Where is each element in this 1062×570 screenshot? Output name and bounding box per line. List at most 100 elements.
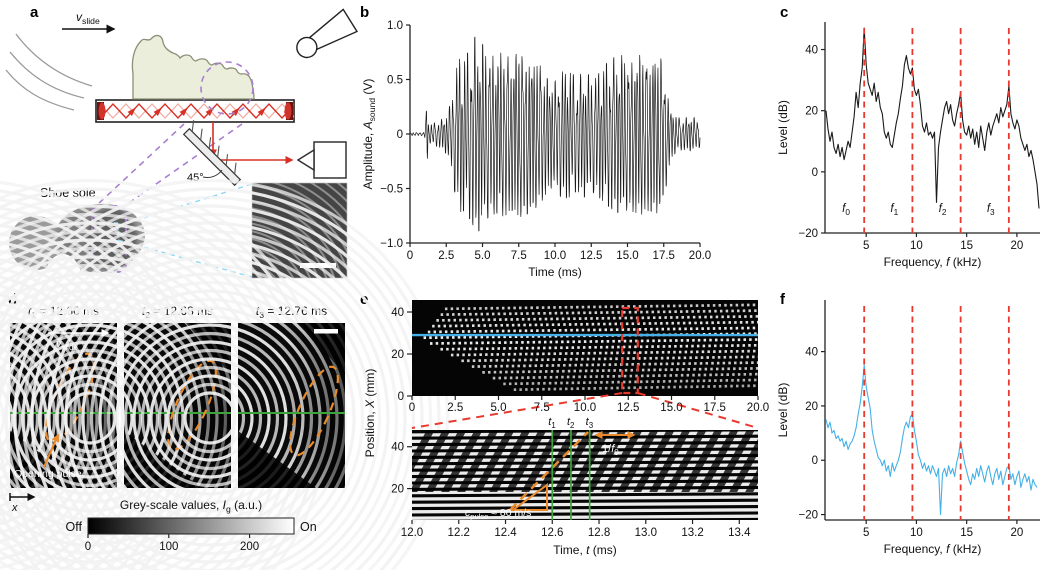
opening-pulse-arrow: [43, 433, 60, 468]
y-tick-label: −1.0: [380, 238, 403, 250]
angle-arc: [202, 169, 223, 178]
x-tick-label: 20.0: [747, 402, 769, 414]
spectrum-trace: [825, 364, 1038, 516]
x-axis-letter: x: [11, 502, 18, 514]
x-axis-label: Frequency, f (kHz): [884, 542, 982, 556]
x-tick-label: 12.8: [588, 527, 610, 539]
x-tick-label: 17.5: [653, 250, 675, 262]
y-tick-label: 40: [391, 442, 404, 454]
bottom-axes: 20 40 12.0 12.2 12.4 12.6 12.8 13.0 13.2 13.4: [391, 442, 751, 539]
y-axis-label: Amplitude, Asound (V): [361, 79, 377, 190]
v-slide-label: vslide: [76, 10, 100, 26]
time-marker-label: t2: [567, 416, 574, 430]
axes: 40 20 0 −20 5 10 15 20 Frequency, f (kHz) Level (…: [776, 300, 1040, 556]
y-axis-label: Level (dB): [776, 383, 790, 438]
x-axis-label: Frequency, f (kHz): [884, 255, 982, 269]
x-axis-label: Time (ms): [528, 265, 582, 279]
x-tick-label: 10.0: [574, 402, 596, 414]
y-axis-label: Level (dB): [776, 100, 790, 155]
x-tick-label: 5: [863, 527, 869, 539]
x-tick-label: 2.5: [447, 402, 463, 414]
camera-body: [313, 141, 347, 179]
harmonic-label: f1: [890, 203, 898, 217]
colorbar-off-label: Off: [66, 520, 83, 534]
x-tick-label: 15.0: [616, 250, 638, 262]
led-left-glow: [98, 102, 106, 120]
time-marker-label: t1: [548, 416, 556, 430]
pulse-speed-label: cpulse ≈ 80 m/s: [465, 507, 531, 521]
colorbar-on-label: On: [300, 520, 317, 534]
y-tick-label: −0.5: [380, 184, 403, 196]
panel-label-c: c: [780, 4, 789, 21]
x-tick-label: 7.5: [511, 250, 527, 262]
x-tick-label: 5.0: [491, 402, 507, 414]
panel-label-f: f: [780, 291, 785, 308]
grayscale-colorbar: [87, 517, 295, 535]
panel-c-spectrum-graphic: 40 20 0 −20 5 10 15 20 Frequency, f (kHz) Level (…: [776, 22, 1040, 269]
y-tick-label: −20: [798, 228, 818, 240]
x-tick-label: 7.5: [534, 402, 550, 414]
y-tick-label: 40: [805, 347, 818, 359]
x-tick-label: 10.0: [544, 250, 566, 262]
y-tick-label: 0: [812, 455, 818, 467]
x-tick-label: 17.5: [704, 402, 726, 414]
y-tick-label: 20: [805, 106, 818, 118]
ray-arrowhead: [179, 107, 188, 116]
y-tick-label: 20: [391, 349, 404, 361]
panel-label-b: b: [360, 4, 370, 21]
opening-pulse-label: Opening pulse: [14, 468, 82, 480]
slope-triangle: [509, 483, 548, 511]
x-tick-label: 0: [409, 402, 415, 414]
x-tick-label: 12.5: [580, 250, 602, 262]
axes: 40 20 0 −20 5 10 15 20 Frequency, f (kHz) Level (…: [776, 22, 1040, 269]
x-tick-label: 5: [863, 240, 869, 252]
ray-arrowhead: [153, 107, 162, 116]
y-tick-label: 20: [805, 401, 818, 413]
y-tick-label: 0.5: [387, 75, 403, 87]
frame-title: t3 = 12.76 ms: [256, 304, 327, 320]
y-tick-label: 40: [391, 307, 404, 319]
projection-line: [125, 123, 243, 206]
x-tick-label: 13.0: [635, 527, 657, 539]
harmonic-label: f0: [842, 203, 850, 217]
x-tick-label: 20.0: [689, 250, 711, 262]
opening-pulse-outline: [167, 359, 217, 451]
x-tick-label: 12.5: [617, 402, 639, 414]
x-tick-label: 15: [960, 527, 973, 539]
axes: 1.0 0.5 0 −0.5 −1.0 0 2.5 5.0 7.5 10.0 12.5 15.0 17.…: [361, 20, 711, 279]
x-tick-label: 10: [910, 240, 923, 252]
y-tick-label: 0: [397, 129, 403, 141]
x-tick-label: 15: [960, 240, 973, 252]
spectrum-trace: [825, 27, 1040, 209]
panel-f-spectrum-graphic: 40 20 0 −20 5 10 15 20 Frequency, f (kHz) Level (…: [776, 300, 1040, 556]
panel-b-waveform-graphic: 1.0 0.5 0 −0.5 −1.0 0 2.5 5.0 7.5 10.0 12.5 15.0 17.…: [361, 20, 711, 279]
x-tick-label: 15.0: [660, 402, 682, 414]
v-slide-label: vslide: [56, 338, 78, 352]
colorbar-title: Grey-scale values, Ig (a.u.): [120, 498, 262, 514]
shoe-outline: [131, 34, 255, 100]
colorbar-tick-label: 0: [85, 541, 91, 553]
pulse-speed-line: [509, 431, 589, 511]
colorbar-tick-label: 100: [159, 541, 178, 553]
kymograph-zoom-image: [412, 430, 758, 520]
x-tick-label: 13.4: [728, 527, 751, 539]
ray-arrowhead: [127, 107, 136, 116]
contact-zone-circle: [200, 61, 254, 115]
x-tick-label: 5.0: [475, 250, 491, 262]
top-axes: 0 20 40 0 2.5 5.0 7.5 10.0 12.5 15.0 17.5 20.0: [391, 307, 769, 414]
x-tick-label: 12.0: [401, 527, 423, 539]
x-tick-label: 0: [407, 250, 413, 262]
camera-lens: [296, 148, 315, 172]
x-tick-label: 2.5: [438, 250, 454, 262]
motion-arc: [5, 69, 75, 111]
colorbar-tick-label: 200: [240, 541, 259, 553]
zoom-region-box: [621, 306, 639, 395]
wave-image-frame-3: [0, 178, 450, 570]
x-tick-label: 12.6: [541, 527, 563, 539]
motion-arc: [15, 33, 93, 87]
panel-d-frames-graphic: t1 = 12.60 ms t2 = 12.68 ms t3 = 12.76 msv…: [0, 178, 450, 570]
y-tick-label: −20: [798, 510, 818, 522]
y-tick-label: 40: [805, 45, 818, 57]
led-right-glow: [284, 102, 292, 120]
